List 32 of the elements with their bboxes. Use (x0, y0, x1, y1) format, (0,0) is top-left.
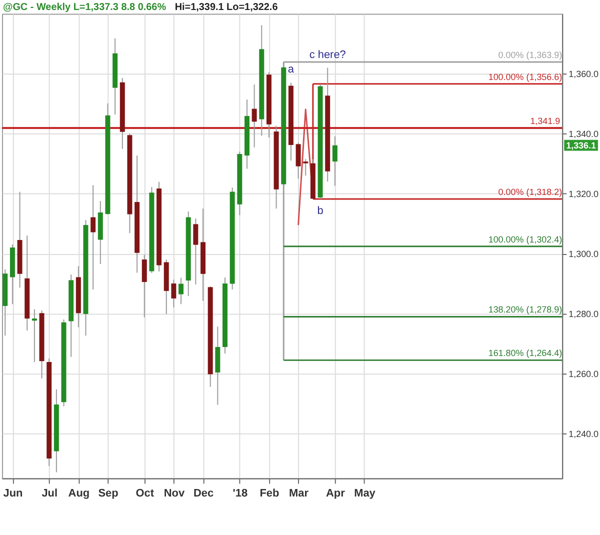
x-tick-label: Dec (193, 488, 214, 500)
y-tick-label: 1,240.0 (568, 428, 599, 439)
x-tick-label: Aug (68, 488, 90, 500)
chart-title: @GC - Weekly L=1,337.3 8.8 0.66% (2, 2, 166, 13)
x-tick-label: Nov (164, 488, 186, 500)
series-label: 138.20% (1,278.9) (488, 304, 562, 315)
annotation: c here? (309, 48, 346, 61)
x-tick-label: Feb (260, 488, 280, 500)
y-tick-label: 1,300.0 (568, 249, 599, 259)
x-tick-label: May (354, 488, 376, 500)
x-tick-label: Apr (326, 488, 346, 500)
series-label: 161.80% (1,264.4) (488, 348, 562, 358)
y-tick-label: 1,260.0 (568, 368, 599, 379)
x-tick-label: Jul (42, 488, 58, 500)
x-tick-label: Sep (98, 488, 119, 500)
series-label: 100.00% (1,302.4) (488, 234, 562, 244)
y-tick-label: 1,360.0 (568, 69, 599, 80)
x-tick-label: Mar (289, 488, 310, 500)
x-tick-label: '18 (232, 488, 248, 500)
series-label: 0.00% (1,318.2) (498, 186, 562, 197)
text: 1,336.1 (566, 140, 596, 150)
ref-line-label: 1,341.9 (530, 116, 560, 126)
y-tick-label: 1,320.0 (568, 189, 599, 200)
y-tick-label: 1,340.0 (568, 129, 599, 140)
x-tick-label: Jun (3, 488, 23, 500)
annotation: b (317, 204, 324, 217)
chart-subtitle: Hi=1,339.1 Lo=1,322.6 (174, 2, 278, 13)
series-label: 100.00% (1,356.6) (488, 72, 562, 82)
y-tick-label: 1,280.0 (568, 308, 599, 319)
x-tick-label: Oct (136, 488, 154, 500)
series-label: 0.00% (1,363.9) (498, 50, 562, 60)
annotation: a (288, 64, 295, 76)
